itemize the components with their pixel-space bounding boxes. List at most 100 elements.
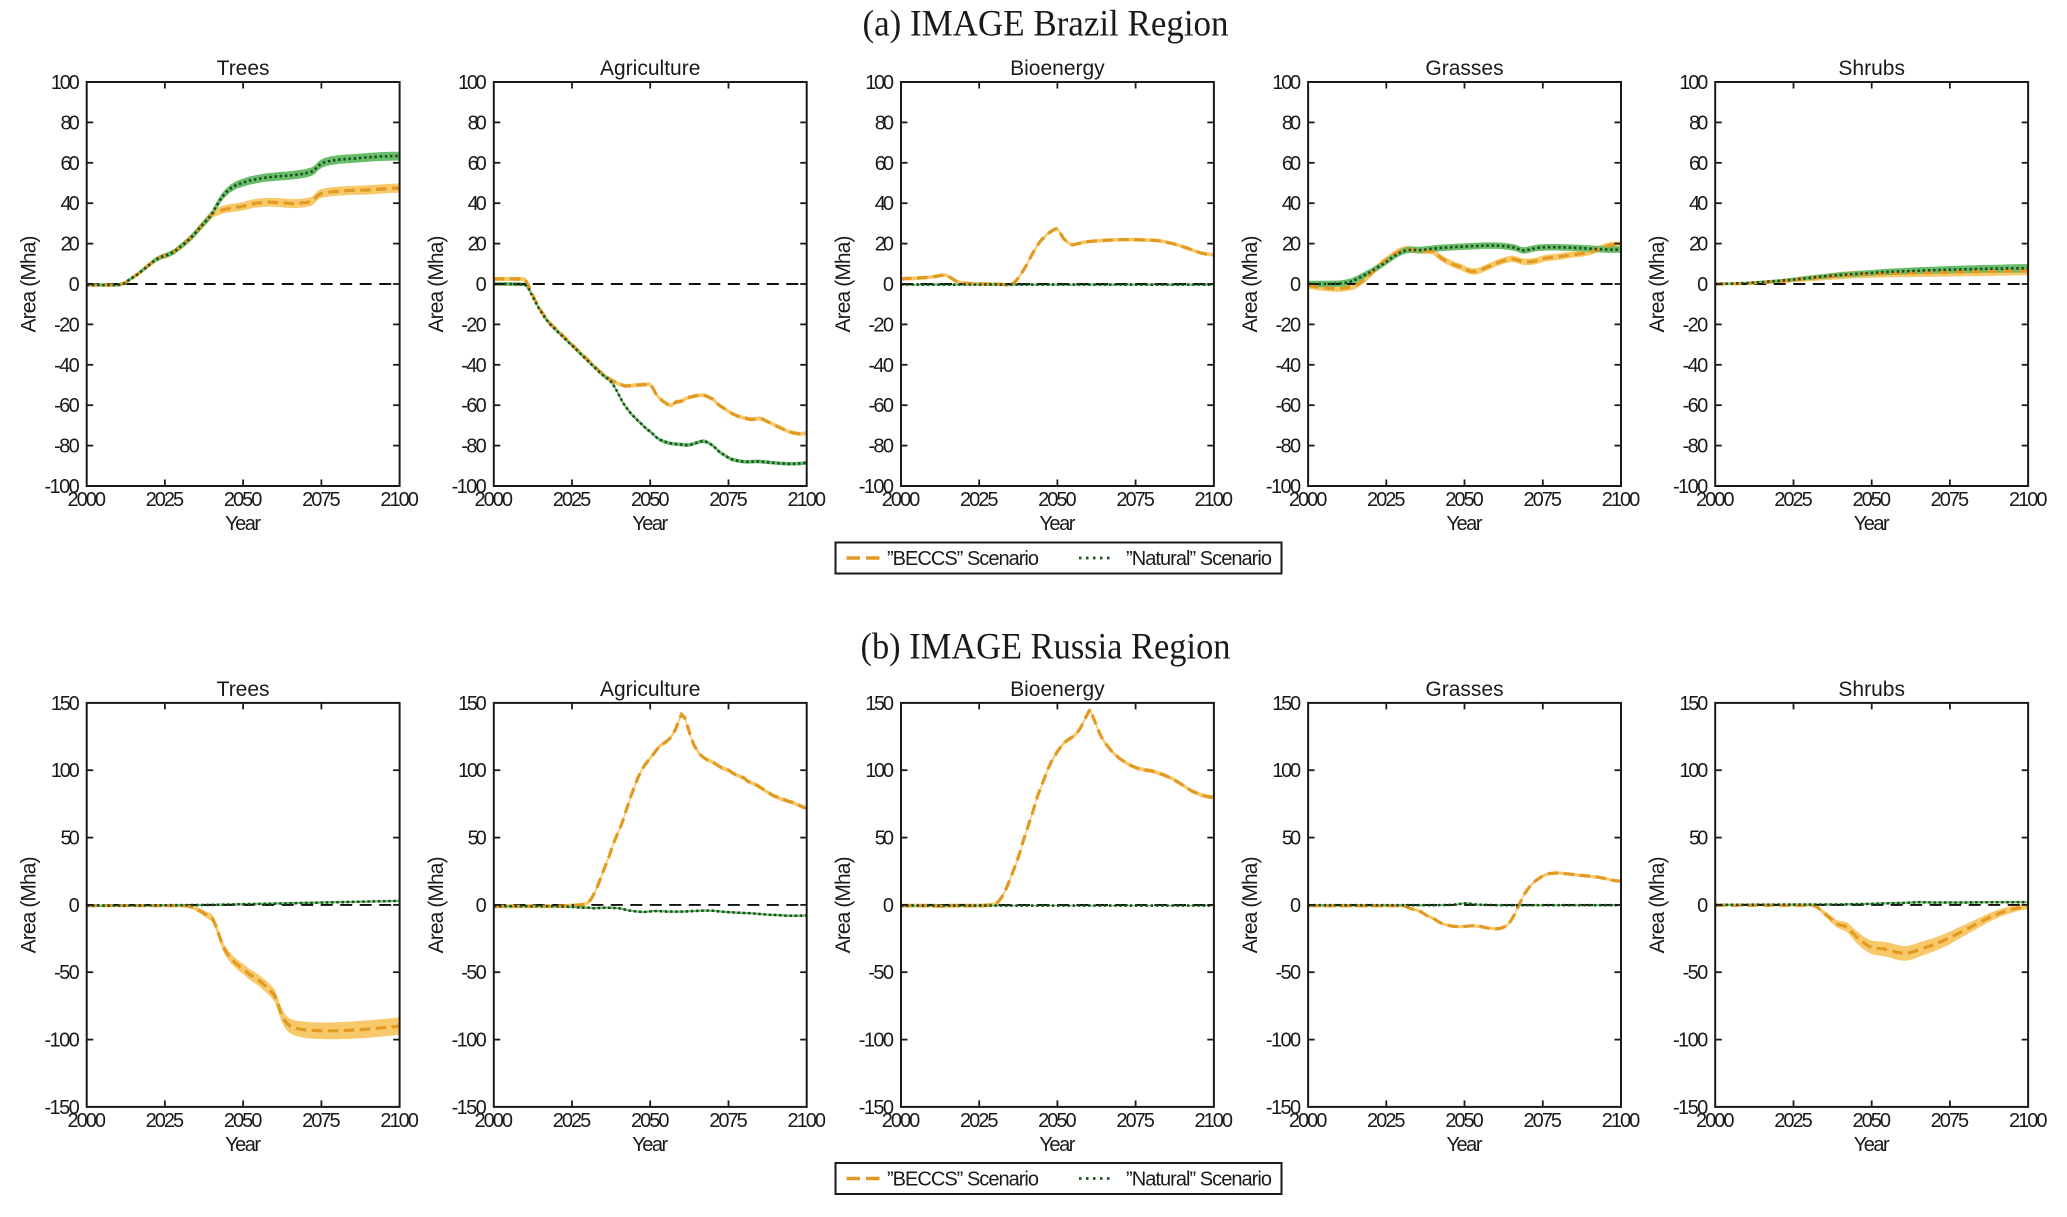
svg-text:-100: -100 — [1673, 476, 1708, 498]
svg-text:2025: 2025 — [1367, 1110, 1406, 1132]
svg-text:-60: -60 — [54, 395, 80, 417]
svg-text:-80: -80 — [461, 436, 487, 458]
svg-text:100: 100 — [865, 760, 894, 782]
svg-text:2025: 2025 — [960, 1110, 999, 1132]
svg-text:-100: -100 — [859, 1030, 894, 1052]
svg-text:40: 40 — [1689, 193, 1708, 215]
svg-text:2100: 2100 — [2009, 1110, 2048, 1132]
svg-text:2100: 2100 — [1195, 489, 1234, 511]
svg-text:2100: 2100 — [787, 1110, 826, 1132]
svg-text:2050: 2050 — [631, 489, 670, 511]
svg-text:2000: 2000 — [882, 489, 921, 511]
svg-text:50: 50 — [1282, 828, 1301, 850]
svg-text:-100: -100 — [1266, 476, 1301, 498]
svg-text:-40: -40 — [461, 355, 487, 377]
svg-text:Year: Year — [1854, 1134, 1890, 1156]
svg-text:-100: -100 — [452, 1030, 487, 1052]
svg-text:150: 150 — [1272, 693, 1301, 715]
svg-text:Year: Year — [1039, 1134, 1075, 1156]
svg-text:2050: 2050 — [1038, 1110, 1077, 1132]
svg-text:Area (Mha): Area (Mha) — [832, 856, 855, 953]
svg-text:2025: 2025 — [960, 489, 999, 511]
svg-text:Grasses: Grasses — [1425, 678, 1503, 701]
svg-text:100: 100 — [51, 760, 80, 782]
svg-text:Bioenergy: Bioenergy — [1010, 678, 1105, 701]
svg-text:-80: -80 — [1683, 436, 1709, 458]
svg-text:0: 0 — [69, 274, 80, 296]
svg-text:50: 50 — [61, 828, 80, 850]
svg-text:100: 100 — [1272, 72, 1301, 94]
svg-text:2075: 2075 — [1524, 1110, 1563, 1132]
svg-text:2075: 2075 — [709, 1110, 748, 1132]
svg-text:150: 150 — [458, 693, 487, 715]
svg-text:-150: -150 — [45, 1097, 80, 1119]
svg-text:80: 80 — [875, 112, 894, 134]
svg-text:-100: -100 — [45, 476, 80, 498]
svg-text:2100: 2100 — [380, 1110, 419, 1132]
svg-text:2050: 2050 — [1445, 1110, 1484, 1132]
svg-text:2025: 2025 — [1774, 489, 1813, 511]
svg-text:2025: 2025 — [553, 1110, 592, 1132]
svg-text:-150: -150 — [859, 1097, 894, 1119]
svg-text:Year: Year — [1039, 513, 1075, 535]
svg-text:20: 20 — [468, 234, 487, 256]
svg-text:2000: 2000 — [475, 489, 514, 511]
svg-text:Year: Year — [1854, 513, 1890, 535]
svg-text:-20: -20 — [1683, 314, 1709, 336]
svg-text:2075: 2075 — [1931, 1110, 1970, 1132]
svg-text:0: 0 — [69, 895, 80, 917]
svg-text:2100: 2100 — [1602, 489, 1641, 511]
svg-text:2050: 2050 — [631, 1110, 670, 1132]
svg-text:2100: 2100 — [787, 489, 826, 511]
svg-text:Year: Year — [1447, 1134, 1483, 1156]
svg-text:Shrubs: Shrubs — [1838, 678, 1905, 701]
svg-text:(b) IMAGE Russia Region: (b) IMAGE Russia Region — [861, 626, 1231, 667]
svg-text:0: 0 — [883, 274, 894, 296]
svg-text:Year: Year — [632, 513, 668, 535]
svg-text:0: 0 — [1697, 274, 1708, 296]
svg-text:”BECCS” Scenario: ”BECCS” Scenario — [887, 1169, 1039, 1191]
svg-text:2075: 2075 — [1931, 489, 1970, 511]
svg-text:Year: Year — [225, 513, 261, 535]
svg-text:100: 100 — [1272, 760, 1301, 782]
svg-text:100: 100 — [458, 72, 487, 94]
svg-text:”Natural” Scenario: ”Natural” Scenario — [1126, 548, 1272, 570]
svg-text:2100: 2100 — [1195, 1110, 1234, 1132]
svg-text:2075: 2075 — [302, 1110, 341, 1132]
svg-text:0: 0 — [1697, 895, 1708, 917]
svg-text:0: 0 — [883, 895, 894, 917]
svg-text:-100: -100 — [1266, 1030, 1301, 1052]
svg-text:40: 40 — [468, 193, 487, 215]
svg-text:-50: -50 — [461, 962, 487, 984]
svg-text:Area (Mha): Area (Mha) — [1239, 856, 1262, 953]
svg-text:Trees: Trees — [217, 678, 270, 701]
svg-text:Area (Mha): Area (Mha) — [18, 236, 41, 333]
svg-text:Shrubs: Shrubs — [1838, 57, 1905, 80]
svg-text:20: 20 — [61, 234, 80, 256]
svg-text:2050: 2050 — [1852, 489, 1891, 511]
svg-text:2075: 2075 — [1116, 489, 1155, 511]
svg-text:50: 50 — [468, 828, 487, 850]
svg-text:2075: 2075 — [302, 489, 341, 511]
svg-text:40: 40 — [875, 193, 894, 215]
svg-text:2025: 2025 — [146, 489, 185, 511]
svg-text:60: 60 — [875, 153, 894, 175]
svg-text:2050: 2050 — [1038, 489, 1077, 511]
svg-text:-100: -100 — [452, 476, 487, 498]
svg-text:-60: -60 — [1276, 395, 1302, 417]
svg-text:60: 60 — [61, 153, 80, 175]
svg-text:Trees: Trees — [217, 57, 270, 80]
svg-text:-40: -40 — [1683, 355, 1709, 377]
svg-text:2075: 2075 — [1116, 1110, 1155, 1132]
svg-text:-50: -50 — [1276, 962, 1302, 984]
svg-text:Area (Mha): Area (Mha) — [1646, 236, 1669, 333]
svg-text:2050: 2050 — [224, 489, 263, 511]
svg-text:2050: 2050 — [224, 1110, 263, 1132]
svg-text:2000: 2000 — [67, 1110, 106, 1132]
svg-text:”BECCS” Scenario: ”BECCS” Scenario — [887, 548, 1039, 570]
svg-text:-60: -60 — [1683, 395, 1709, 417]
svg-text:Area (Mha): Area (Mha) — [1646, 856, 1669, 953]
svg-text:Year: Year — [1447, 513, 1483, 535]
svg-text:50: 50 — [875, 828, 894, 850]
svg-text:100: 100 — [1679, 72, 1708, 94]
